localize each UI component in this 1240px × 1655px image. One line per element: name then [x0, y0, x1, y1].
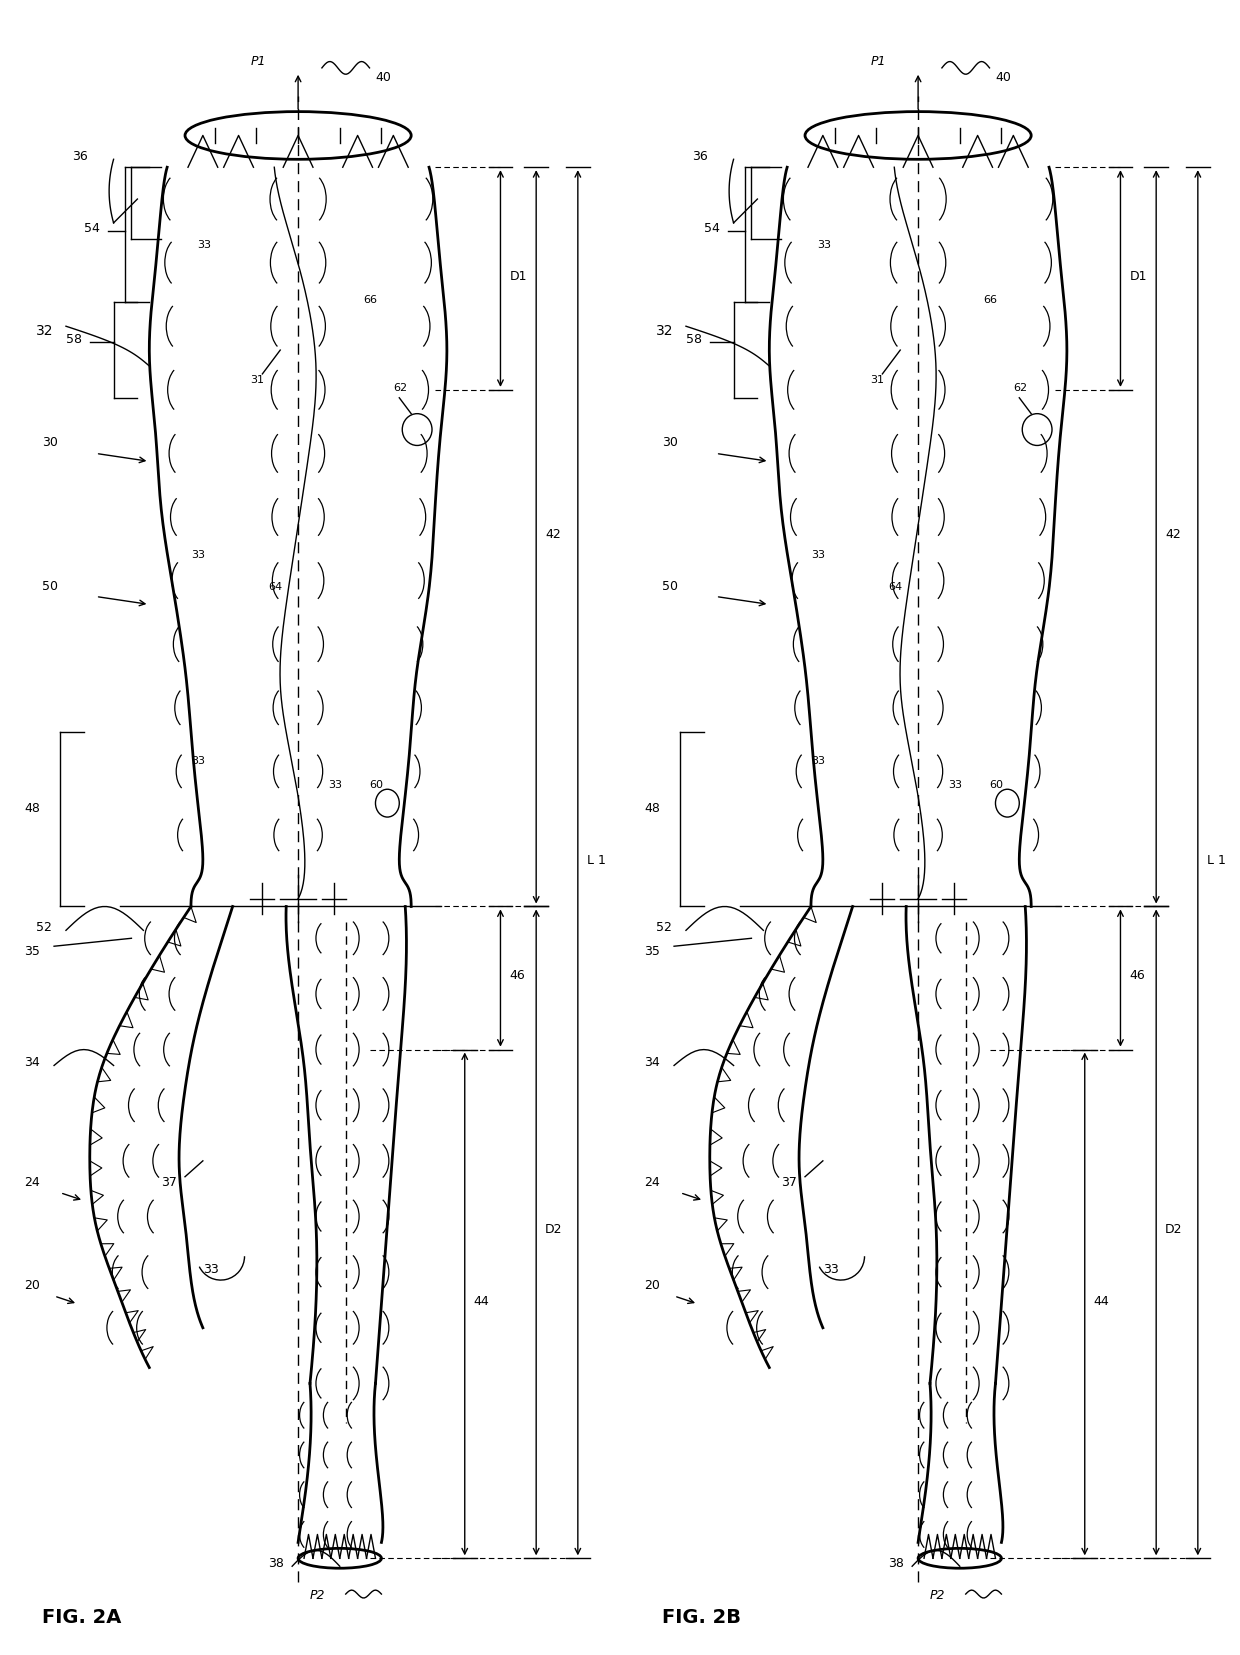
- Text: 64: 64: [268, 581, 283, 591]
- Text: 40: 40: [376, 71, 392, 84]
- Text: 60: 60: [370, 780, 383, 789]
- Text: L 1: L 1: [1207, 854, 1225, 866]
- Text: 37: 37: [781, 1175, 797, 1188]
- Text: 34: 34: [25, 1056, 40, 1069]
- Text: 38: 38: [888, 1556, 904, 1569]
- Text: 46: 46: [510, 968, 526, 981]
- Text: 32: 32: [36, 324, 53, 338]
- Text: 42: 42: [546, 528, 560, 541]
- Text: 50: 50: [662, 579, 678, 592]
- Text: 58: 58: [66, 333, 82, 346]
- Text: 33: 33: [947, 780, 962, 789]
- Text: 31: 31: [250, 374, 264, 384]
- Text: 36: 36: [692, 151, 708, 164]
- Text: 33: 33: [191, 549, 205, 559]
- Text: 33: 33: [191, 756, 205, 766]
- Text: 35: 35: [25, 945, 40, 958]
- Text: FIG. 2B: FIG. 2B: [662, 1607, 742, 1625]
- Text: 33: 33: [817, 240, 831, 250]
- Text: 30: 30: [662, 437, 678, 449]
- Text: 52: 52: [36, 920, 52, 933]
- Text: L 1: L 1: [587, 854, 605, 866]
- Text: 36: 36: [72, 151, 88, 164]
- Text: 60: 60: [990, 780, 1003, 789]
- Text: 64: 64: [888, 581, 903, 591]
- Text: 44: 44: [1094, 1294, 1110, 1307]
- Text: 42: 42: [1166, 528, 1180, 541]
- Text: 48: 48: [645, 801, 660, 814]
- Text: 54: 54: [704, 222, 719, 235]
- Text: 40: 40: [996, 71, 1012, 84]
- Text: 38: 38: [268, 1556, 284, 1569]
- Text: 34: 34: [645, 1056, 660, 1069]
- Text: 44: 44: [474, 1294, 490, 1307]
- Text: 24: 24: [25, 1175, 40, 1188]
- Text: D2: D2: [546, 1223, 563, 1236]
- Text: 33: 33: [823, 1263, 838, 1276]
- Text: 50: 50: [42, 579, 58, 592]
- Text: P2: P2: [310, 1589, 325, 1600]
- Text: 66: 66: [363, 295, 377, 305]
- Text: 33: 33: [327, 780, 342, 789]
- Text: 24: 24: [645, 1175, 660, 1188]
- Text: D1: D1: [510, 270, 527, 283]
- Text: 20: 20: [645, 1278, 660, 1291]
- Text: 54: 54: [84, 222, 99, 235]
- Text: FIG. 2A: FIG. 2A: [42, 1607, 122, 1625]
- Text: 62: 62: [393, 382, 408, 392]
- Text: 33: 33: [203, 1263, 218, 1276]
- Text: P1: P1: [870, 55, 885, 68]
- Text: 32: 32: [656, 324, 673, 338]
- Text: 31: 31: [870, 374, 884, 384]
- Text: 20: 20: [25, 1278, 40, 1291]
- Text: D2: D2: [1166, 1223, 1183, 1236]
- Text: 62: 62: [1013, 382, 1028, 392]
- Text: 52: 52: [656, 920, 672, 933]
- Text: 48: 48: [25, 801, 40, 814]
- Text: 33: 33: [197, 240, 211, 250]
- Text: 37: 37: [161, 1175, 177, 1188]
- Text: 33: 33: [811, 756, 825, 766]
- Text: P2: P2: [930, 1589, 945, 1600]
- Text: D1: D1: [1130, 270, 1147, 283]
- Text: 66: 66: [983, 295, 997, 305]
- Text: P1: P1: [250, 55, 267, 68]
- Text: 58: 58: [686, 333, 702, 346]
- Text: 35: 35: [645, 945, 660, 958]
- Text: 30: 30: [42, 437, 58, 449]
- Text: 46: 46: [1130, 968, 1146, 981]
- Text: 33: 33: [811, 549, 825, 559]
